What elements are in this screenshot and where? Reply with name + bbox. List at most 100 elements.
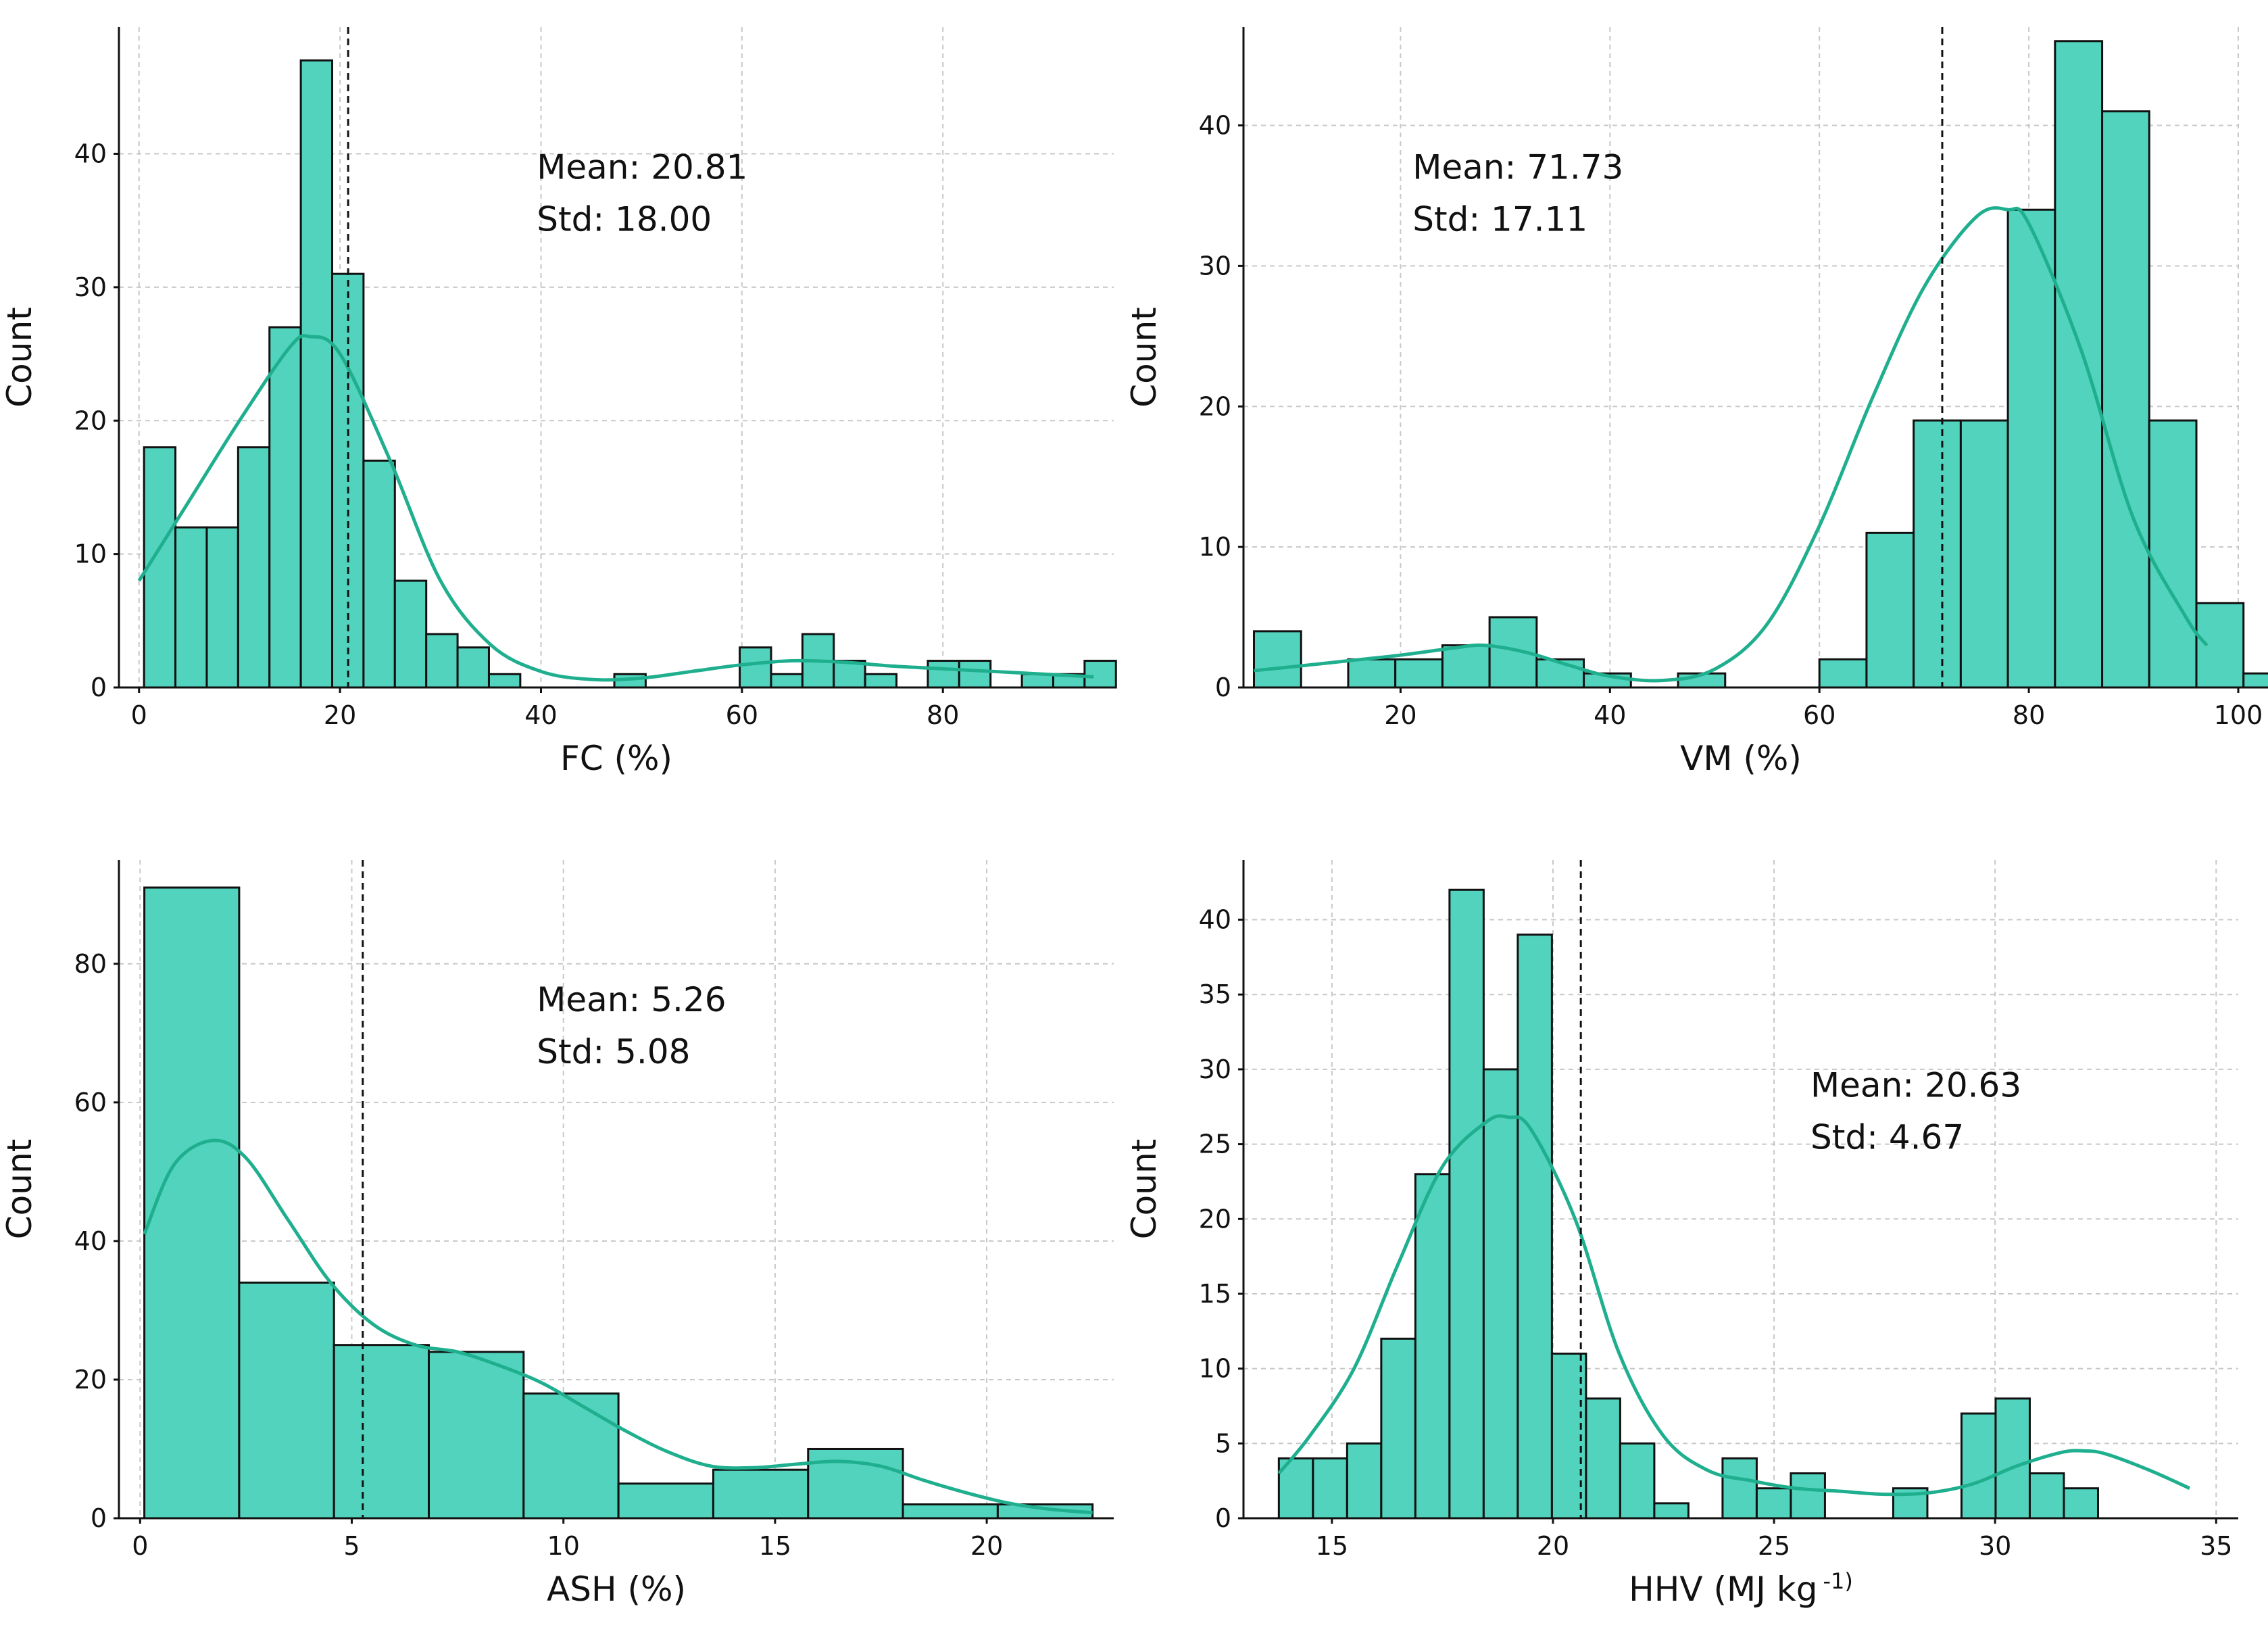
histogram-bar (1619, 1442, 1656, 1520)
histogram-bar (425, 633, 459, 689)
x-axis-label: ASH (%) (547, 1570, 686, 1609)
kde-curve (143, 1138, 1093, 1515)
histogram-bar (1721, 1457, 1758, 1520)
x-axis-label-text: ASH (%) (547, 1570, 686, 1609)
histogram-bar (1585, 1397, 1621, 1520)
histogram-bar (522, 1392, 620, 1520)
histogram-bar (712, 1468, 810, 1520)
histogram-bar (864, 673, 898, 689)
histogram-bar (1517, 934, 1553, 1520)
y-axis-label: Count (1125, 307, 1164, 408)
y-tick-label: 5 (1215, 1428, 1231, 1458)
histogram-bar (1380, 1337, 1416, 1520)
histogram-bar (1346, 1442, 1383, 1520)
x-tick-label: 35 (2200, 1531, 2232, 1561)
histogram-bar (1755, 1487, 1792, 1520)
y-tick-label: 40 (1199, 111, 1231, 141)
x-axis-label-text: HHV (MJ kg (1629, 1570, 1817, 1609)
histogram-bar (1818, 658, 1868, 689)
mean-annotation: Mean: 20.63 (1810, 1066, 2021, 1105)
histogram-bar (1790, 1472, 1826, 1520)
y-tick-label: 10 (74, 539, 107, 569)
y-tick-label: 35 (1199, 979, 1231, 1009)
y-tick-label: 40 (74, 139, 107, 169)
mean-annotation: Mean: 5.26 (537, 980, 726, 1019)
x-tick-label: 40 (524, 700, 557, 730)
histogram-bar (143, 886, 241, 1520)
y-tick-label: 0 (91, 673, 107, 702)
kde-curve (1254, 206, 2209, 683)
y-tick-label: 20 (74, 1365, 107, 1395)
x-tick-label: 0 (132, 1531, 148, 1561)
y-tick-label: 15 (1199, 1279, 1231, 1309)
x-tick-label: 30 (1979, 1531, 2011, 1561)
y-axis-label: Count (0, 307, 39, 408)
y-tick-label: 60 (74, 1088, 107, 1117)
chart-panel-top-right: 20 40 60 80 100 0 10 20 30 40 VM (%) Count Mean: 71.… (1125, 27, 2268, 778)
x-axis-label: FC (%) (560, 739, 672, 778)
histogram-bar (958, 660, 992, 689)
std-annotation: Std: 4.67 (1810, 1118, 1964, 1157)
y-tick-label: 40 (1199, 905, 1231, 935)
histogram-bar (1482, 1068, 1519, 1520)
histogram-bar (1865, 531, 1915, 689)
histogram-bar (2006, 208, 2056, 689)
histogram-bar (1959, 419, 2009, 689)
x-axis-label-superscript: -1) (1823, 1568, 1852, 1594)
y-tick-label: 30 (74, 272, 107, 302)
y-tick-label: 20 (1199, 1204, 1231, 1234)
y-tick-label: 30 (1199, 251, 1231, 281)
chart-panel-bottom-left: 0 5 10 15 20 0 20 40 60 80 ASH (%) Count Mean: 5.26 S… (0, 860, 1114, 1609)
std-annotation: Std: 18.00 (537, 200, 712, 239)
histogram-bar (1020, 673, 1054, 689)
x-tick-label: 25 (1758, 1531, 1790, 1561)
y-axis-label: Count (0, 1139, 39, 1240)
histogram-bar (1994, 1397, 2031, 1520)
y-tick-label: 0 (1215, 1503, 1231, 1533)
histogram-bar (1448, 888, 1485, 1520)
histogram-bar (2101, 110, 2150, 689)
x-tick-label: 5 (343, 1531, 360, 1561)
histogram-bar (362, 459, 396, 689)
histogram-bar (2063, 1487, 2099, 1520)
y-tick-label: 25 (1199, 1130, 1231, 1159)
histogram-bar (1312, 1457, 1348, 1520)
histogram-bar (1252, 630, 1302, 689)
y-tick-label: 0 (91, 1503, 107, 1533)
x-tick-label: 100 (2214, 700, 2263, 730)
x-tick-label: 80 (2013, 700, 2045, 730)
kde-curve (137, 334, 1094, 682)
histogram-bar (1653, 1502, 1690, 1520)
histogram-bar (237, 446, 271, 689)
y-tick-label: 40 (74, 1226, 107, 1256)
x-tick-label: 10 (547, 1531, 580, 1561)
x-tick-label: 20 (324, 700, 356, 730)
histogram-bar (174, 526, 208, 689)
x-tick-label: 60 (726, 700, 758, 730)
mean-annotation: Mean: 71.73 (1412, 148, 1623, 187)
x-tick-label: 20 (970, 1531, 1003, 1561)
x-tick-label: 60 (1803, 700, 1835, 730)
std-annotation: Std: 5.08 (537, 1032, 690, 1071)
histogram-bar (2028, 1472, 2065, 1520)
x-tick-label: 20 (1537, 1531, 1569, 1561)
y-tick-label: 0 (1215, 673, 1231, 702)
histogram-bar (770, 673, 804, 689)
histogram-bar (456, 646, 490, 689)
y-tick-label: 80 (74, 949, 107, 979)
x-axis-label: VM (%) (1680, 739, 1802, 778)
histogram-bar (1960, 1412, 1997, 1520)
y-tick-label: 20 (74, 406, 107, 435)
histogram-bar (927, 660, 960, 689)
x-tick-label: 15 (1316, 1531, 1348, 1561)
y-tick-label: 10 (1199, 532, 1231, 562)
x-axis-label-text: VM (%) (1680, 739, 1802, 778)
histogram-bar (268, 326, 302, 689)
histogram-bar (487, 673, 522, 689)
x-axis-label-text: FC (%) (560, 739, 672, 778)
histogram-bar (902, 1503, 999, 1520)
histogram-bar (1913, 419, 1962, 689)
y-tick-label: 30 (1199, 1055, 1231, 1084)
